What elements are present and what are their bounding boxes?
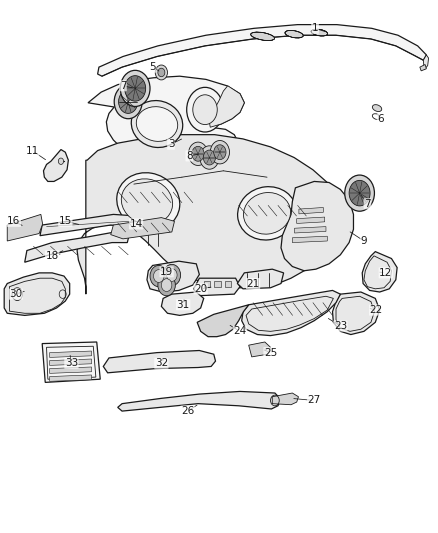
Circle shape bbox=[58, 158, 64, 165]
Text: 11: 11 bbox=[25, 146, 39, 156]
Polygon shape bbox=[49, 375, 92, 381]
Polygon shape bbox=[77, 135, 340, 294]
Polygon shape bbox=[204, 281, 210, 287]
Circle shape bbox=[125, 76, 146, 101]
Text: 7: 7 bbox=[120, 81, 126, 91]
Text: 24: 24 bbox=[233, 326, 247, 336]
Polygon shape bbox=[332, 292, 380, 335]
Polygon shape bbox=[43, 150, 68, 181]
Polygon shape bbox=[225, 281, 231, 287]
Circle shape bbox=[200, 146, 219, 169]
Ellipse shape bbox=[244, 192, 290, 234]
Polygon shape bbox=[424, 55, 428, 70]
Polygon shape bbox=[237, 269, 284, 289]
Polygon shape bbox=[194, 278, 240, 296]
Circle shape bbox=[114, 85, 142, 119]
Polygon shape bbox=[161, 292, 204, 316]
Text: 32: 32 bbox=[155, 358, 168, 368]
Polygon shape bbox=[420, 64, 426, 71]
Circle shape bbox=[214, 145, 226, 160]
Polygon shape bbox=[88, 76, 244, 161]
Text: 23: 23 bbox=[334, 321, 347, 331]
Text: 21: 21 bbox=[247, 279, 260, 288]
Polygon shape bbox=[299, 207, 323, 214]
Polygon shape bbox=[208, 86, 244, 127]
Polygon shape bbox=[272, 393, 298, 405]
Text: 14: 14 bbox=[129, 219, 143, 229]
Text: 31: 31 bbox=[177, 300, 190, 310]
Text: 15: 15 bbox=[59, 216, 72, 227]
Text: 7: 7 bbox=[364, 199, 371, 209]
Polygon shape bbox=[49, 351, 92, 358]
Polygon shape bbox=[249, 342, 271, 357]
Text: 8: 8 bbox=[186, 151, 193, 161]
Circle shape bbox=[210, 141, 230, 164]
Ellipse shape bbox=[372, 104, 382, 111]
Polygon shape bbox=[111, 217, 174, 239]
Text: 19: 19 bbox=[160, 267, 173, 277]
Circle shape bbox=[150, 265, 167, 287]
Circle shape bbox=[158, 274, 175, 296]
Text: 3: 3 bbox=[168, 139, 174, 149]
Circle shape bbox=[161, 279, 172, 292]
Circle shape bbox=[166, 269, 177, 281]
Text: 27: 27 bbox=[307, 395, 321, 406]
Ellipse shape bbox=[117, 173, 180, 231]
Ellipse shape bbox=[237, 187, 297, 240]
Ellipse shape bbox=[285, 30, 303, 38]
Circle shape bbox=[187, 87, 223, 132]
Polygon shape bbox=[4, 273, 70, 316]
Polygon shape bbox=[297, 217, 325, 223]
Text: 18: 18 bbox=[46, 251, 59, 261]
Ellipse shape bbox=[121, 179, 173, 224]
Polygon shape bbox=[7, 214, 42, 241]
Circle shape bbox=[163, 264, 180, 286]
Ellipse shape bbox=[251, 32, 275, 41]
Ellipse shape bbox=[311, 29, 328, 36]
Polygon shape bbox=[242, 290, 340, 336]
Polygon shape bbox=[281, 181, 353, 271]
Text: 5: 5 bbox=[149, 62, 156, 72]
Polygon shape bbox=[98, 25, 426, 76]
Polygon shape bbox=[118, 391, 281, 411]
Polygon shape bbox=[362, 252, 397, 292]
Text: 26: 26 bbox=[181, 406, 194, 416]
Circle shape bbox=[155, 65, 167, 80]
Polygon shape bbox=[49, 367, 92, 373]
Ellipse shape bbox=[136, 107, 178, 141]
Polygon shape bbox=[294, 227, 326, 233]
Polygon shape bbox=[25, 232, 130, 262]
Circle shape bbox=[193, 95, 217, 125]
Text: 22: 22 bbox=[370, 305, 383, 315]
Circle shape bbox=[158, 68, 165, 77]
Circle shape bbox=[203, 150, 215, 165]
Circle shape bbox=[345, 175, 374, 211]
Polygon shape bbox=[197, 305, 249, 337]
Text: 9: 9 bbox=[360, 236, 367, 246]
Polygon shape bbox=[292, 236, 327, 243]
Circle shape bbox=[188, 142, 208, 165]
Polygon shape bbox=[49, 359, 92, 366]
Text: 33: 33 bbox=[65, 358, 78, 368]
Polygon shape bbox=[214, 281, 221, 287]
Polygon shape bbox=[40, 214, 161, 236]
Text: 30: 30 bbox=[9, 289, 22, 299]
Text: 25: 25 bbox=[264, 348, 277, 358]
Circle shape bbox=[192, 147, 204, 161]
Text: 20: 20 bbox=[194, 284, 207, 294]
Text: 16: 16 bbox=[7, 216, 21, 227]
Circle shape bbox=[153, 270, 164, 282]
Circle shape bbox=[119, 90, 138, 114]
Circle shape bbox=[120, 70, 150, 107]
Polygon shape bbox=[42, 342, 100, 382]
Text: 12: 12 bbox=[379, 268, 392, 278]
Polygon shape bbox=[103, 351, 215, 373]
Ellipse shape bbox=[131, 101, 183, 148]
Polygon shape bbox=[147, 261, 199, 292]
Text: 1: 1 bbox=[312, 23, 318, 34]
Text: 6: 6 bbox=[377, 114, 384, 124]
Circle shape bbox=[349, 180, 370, 206]
